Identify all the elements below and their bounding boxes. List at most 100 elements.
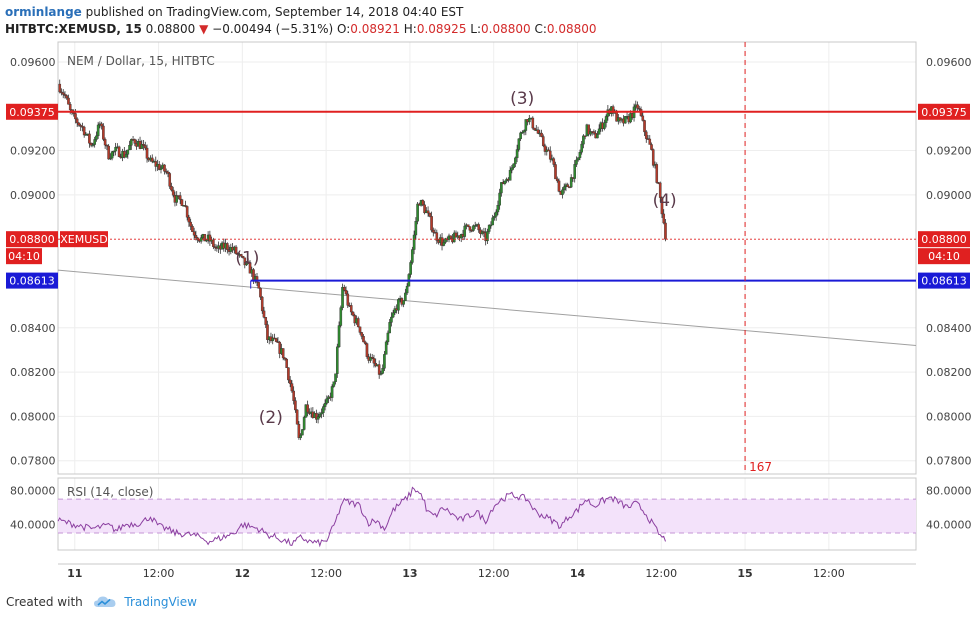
x-tick-label: 15: [737, 567, 752, 580]
candle-body: [133, 139, 137, 144]
candle-body: [648, 138, 652, 145]
candle-body: [358, 326, 362, 333]
candle-body: [208, 234, 212, 242]
candle-body: [589, 131, 592, 135]
open-label: O:: [337, 22, 351, 36]
candle-body: [500, 182, 503, 194]
candle-body: [362, 336, 365, 343]
candle-body: [381, 368, 384, 374]
candle-body: [205, 239, 208, 242]
candle-body: [641, 115, 645, 121]
candle-body: [405, 285, 409, 294]
candle-body: [163, 164, 166, 172]
wave-label: (4): [653, 191, 677, 211]
candle-body: [498, 192, 501, 206]
candle-body: [171, 189, 175, 196]
candle-body: [393, 308, 397, 313]
candle-body: [154, 161, 158, 167]
candle-body: [655, 164, 659, 183]
candle-body: [472, 225, 475, 231]
candle-body: [318, 413, 322, 417]
y-tick-label: 0.08200: [926, 366, 972, 379]
candle-body: [597, 128, 601, 135]
candle-body: [278, 341, 281, 354]
countdown-right-bg: [918, 248, 970, 265]
price-tag-left-bg: [6, 231, 58, 248]
close-value: 0.08800: [546, 22, 597, 36]
candle-body: [470, 230, 474, 232]
candle-body: [100, 123, 103, 127]
y-tick-label: 0.09200: [10, 145, 56, 158]
candle-body: [91, 144, 95, 146]
wave-label: (2): [259, 408, 283, 428]
candle-body: [388, 322, 391, 334]
candle-body: [365, 343, 369, 357]
author-link[interactable]: orminlange: [5, 5, 82, 19]
levels[interactable]: 167: [58, 42, 916, 474]
candle-body: [493, 216, 496, 219]
candle-body: [143, 145, 147, 149]
candle-body: [576, 157, 580, 161]
candle-body: [294, 400, 297, 411]
candle-body: [573, 164, 576, 179]
trendline-segment[interactable]: [57, 269, 917, 347]
candle-body: [102, 125, 105, 140]
chart-frame: [57, 41, 917, 565]
candle-body: [185, 206, 189, 218]
candle-body: [194, 235, 198, 239]
candle-body: [266, 324, 269, 340]
last-price: 0.08800: [145, 22, 196, 36]
candle-body: [337, 325, 341, 348]
candle-body: [285, 358, 288, 368]
candle-body: [379, 373, 383, 375]
candle-body: [234, 246, 238, 254]
rsi-label: RSI (14, close): [67, 485, 153, 499]
candle-body: [624, 116, 627, 124]
candle-body: [288, 379, 292, 384]
candle-body: [126, 149, 130, 155]
candle-body: [428, 212, 432, 217]
trendline[interactable]: [57, 269, 917, 347]
candle-body: [292, 390, 295, 401]
candle-body: [65, 95, 69, 99]
candle-body: [290, 383, 294, 392]
candle-body: [662, 213, 666, 224]
axes: 0.09600 0.09600 0.09200 0.09200 0.09000 0.090…: [10, 56, 972, 580]
candle-body: [306, 404, 309, 413]
candle-body: [421, 200, 425, 206]
candle-body: [159, 167, 163, 170]
candle-body: [351, 311, 355, 316]
candle-body: [487, 224, 491, 232]
candle-body: [515, 149, 519, 159]
candle-body: [557, 180, 561, 192]
candle-body: [575, 159, 578, 165]
candle-body: [510, 167, 514, 171]
tradingview-link[interactable]: TradingView: [124, 595, 197, 609]
candle-body: [660, 197, 664, 215]
candle-body: [430, 216, 433, 231]
y-tick-label: 0.08400: [10, 322, 56, 335]
candle-body: [61, 92, 65, 95]
candle-body: [561, 189, 564, 195]
x-tick-label: 11: [67, 567, 82, 580]
candle-body: [503, 180, 507, 184]
resistance-tag-right-bg: [918, 103, 970, 120]
candle-body: [432, 229, 435, 233]
candle-body: [79, 125, 82, 127]
candle-body: [226, 243, 229, 250]
candle-body: [356, 318, 360, 328]
candle-body: [157, 163, 161, 170]
candle-body: [341, 287, 344, 308]
candle-body: [603, 122, 606, 129]
candle-body: [521, 131, 524, 134]
candle-body: [299, 434, 302, 438]
wave-label: (3): [510, 89, 534, 109]
candle-body: [554, 164, 557, 180]
candle-body: [335, 346, 339, 374]
y-tick-label: 0.07800: [10, 455, 56, 468]
price-change: −0.00494 (−5.31%): [212, 22, 334, 36]
rsi-tick-label: 80.0000: [926, 485, 972, 498]
high-label: H:: [403, 22, 417, 36]
countdown-right: 04:10: [928, 250, 960, 263]
